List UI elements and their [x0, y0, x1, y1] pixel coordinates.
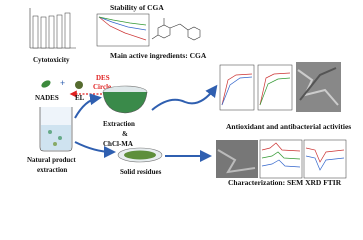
- plus: +: [60, 78, 65, 88]
- stability-label: Stability of CGA: [110, 3, 164, 12]
- cga-molecule: [151, 18, 201, 41]
- natural-label: Natural product: [27, 156, 76, 164]
- antioxidant-label: Antioxidant and antibacterial activities: [226, 122, 351, 131]
- el-label: EL: [75, 94, 85, 102]
- beaker: [39, 107, 73, 152]
- arrow: [151, 84, 218, 111]
- leaf-icon: [75, 81, 83, 89]
- cytotoxicity-label: Cytotoxicity: [33, 56, 70, 64]
- activity-thumbnails: [219, 62, 341, 112]
- residues-label: Solid residues: [120, 168, 162, 176]
- graphical-abstract: Cytotoxicity Stability of CGA Main activ…: [27, 3, 351, 187]
- main-ingredient-label: Main active ingredients: CGA: [110, 51, 207, 60]
- extraction-label: Extraction: [103, 120, 135, 128]
- petri-dish: [117, 147, 163, 163]
- arrow: [74, 93, 102, 119]
- circle-label: Circle: [93, 83, 111, 91]
- extraction-bowl: [102, 85, 148, 114]
- characterization-label: Characterization: SEM XRD FTIR: [228, 178, 342, 187]
- stability-thumbnail: [96, 13, 150, 47]
- characterization-thumbnails: [216, 139, 347, 179]
- natural-label-2: extraction: [37, 166, 67, 174]
- chcl-label: ChCl-MA: [103, 140, 133, 148]
- arrow: [74, 141, 116, 158]
- amp-label: &: [122, 130, 128, 138]
- nades-label: NADES: [35, 94, 59, 102]
- cytotoxicity-thumbnail: [29, 8, 76, 49]
- des-label: DES: [96, 74, 110, 82]
- leaf-icon: [41, 80, 51, 88]
